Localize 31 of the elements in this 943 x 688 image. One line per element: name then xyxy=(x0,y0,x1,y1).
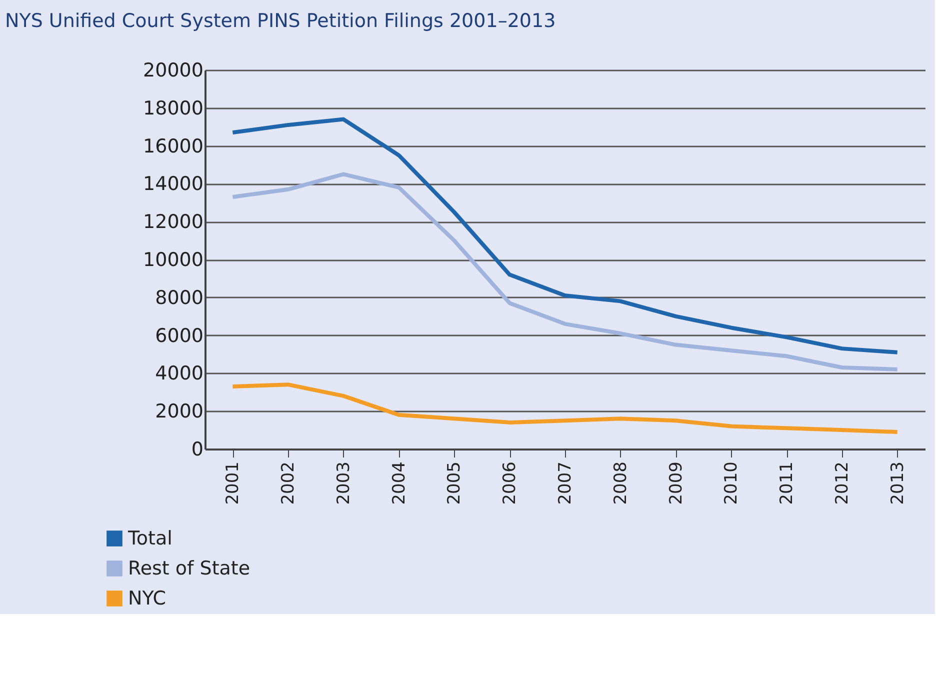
y-tick-label: 20000 xyxy=(143,60,204,82)
y-tick-label: 18000 xyxy=(143,97,204,120)
y-tick-label: 4000 xyxy=(155,362,204,385)
legend-label: NYC xyxy=(128,588,166,610)
x-tick-label: 2005 xyxy=(444,462,465,505)
y-tick-label: 2000 xyxy=(155,400,204,423)
y-tick-label: 0 xyxy=(191,438,204,460)
chart-title: NYS Unified Court System PINS Petition Filings 2001–2013 xyxy=(5,10,556,32)
x-tick-label: 2007 xyxy=(556,462,576,505)
y-tick-label: 8000 xyxy=(155,286,204,309)
x-tick-label: 2001 xyxy=(223,462,244,505)
y-tick-label: 6000 xyxy=(155,324,204,347)
x-tick-label: 2003 xyxy=(334,462,354,505)
x-tick-label: 2002 xyxy=(278,462,299,505)
x-tick-label: 2012 xyxy=(832,462,852,505)
x-tick-label: 2006 xyxy=(500,462,520,505)
x-tick-label: 2009 xyxy=(666,462,686,505)
x-tick-label: 2010 xyxy=(722,462,742,505)
x-tick-label: 2011 xyxy=(777,462,798,505)
x-tick-label: 2013 xyxy=(888,462,908,505)
x-tick-label: 2008 xyxy=(610,462,631,505)
y-tick-label: 12000 xyxy=(143,211,204,234)
y-tick-label: 14000 xyxy=(143,173,204,196)
legend-label: Total xyxy=(127,528,172,550)
legend-label: Rest of State xyxy=(128,558,250,580)
x-tick-label: 2004 xyxy=(389,462,410,505)
line-series xyxy=(230,382,900,434)
y-tick-label: 10000 xyxy=(143,249,204,271)
y-tick-label: 16000 xyxy=(143,135,204,158)
line-series xyxy=(230,117,900,354)
line-series xyxy=(230,172,900,372)
